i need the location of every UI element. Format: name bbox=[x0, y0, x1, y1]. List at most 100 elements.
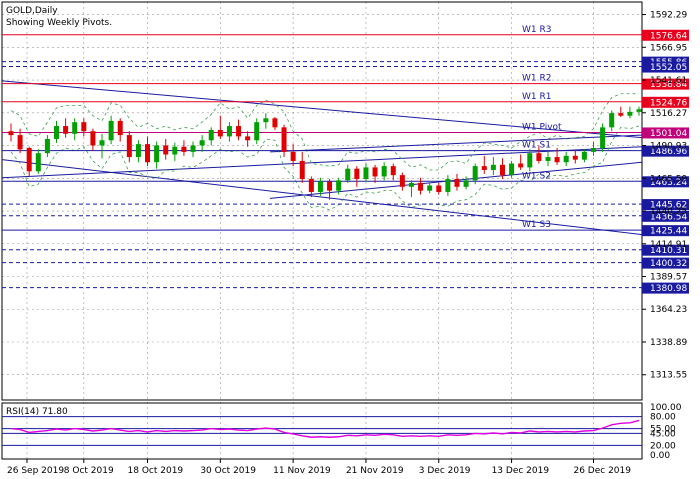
candle-body bbox=[26, 148, 32, 172]
pivot-level-name: W1 R2 bbox=[522, 74, 551, 84]
pivot-price-label: 1501.04 bbox=[650, 129, 687, 139]
rsi-line bbox=[10, 419, 640, 438]
candle-body bbox=[381, 166, 387, 177]
candle-body bbox=[126, 135, 132, 158]
price-tick-label: 1440.25 bbox=[650, 207, 687, 217]
date-tick-label: 30 Oct 2019 bbox=[200, 466, 256, 476]
pivot-price-tag bbox=[642, 127, 689, 139]
candle-body bbox=[190, 145, 196, 152]
price-tick-label: 1313.55 bbox=[650, 371, 687, 381]
candle-body bbox=[627, 111, 633, 116]
candle-body bbox=[536, 153, 542, 161]
rsi-tick-label: 45.00 bbox=[650, 429, 676, 439]
candle-body bbox=[499, 164, 505, 176]
pivot-level-name: W1 S3 bbox=[522, 220, 551, 230]
candle-body bbox=[35, 153, 41, 172]
candle-body bbox=[90, 131, 96, 146]
rsi-tick-label: 20.00 bbox=[650, 441, 676, 451]
pivot-price-tag bbox=[642, 96, 689, 108]
pivot-price-label: 1524.76 bbox=[650, 98, 687, 108]
candle-body bbox=[354, 168, 360, 180]
candle-body bbox=[399, 175, 405, 187]
pivot-price-label: 1436.54 bbox=[650, 212, 687, 222]
candle-body bbox=[281, 127, 287, 152]
candle-body bbox=[481, 166, 487, 170]
date-axis: 26 Sep 2019 8 Oct 2019 18 Oct 2019 30 Oct 2… bbox=[7, 459, 631, 476]
date-tick-label: 26 Sep 2019 bbox=[7, 466, 64, 476]
trend-line bbox=[1, 80, 643, 139]
pivot-price-tag bbox=[642, 257, 689, 269]
candle-body bbox=[472, 166, 478, 181]
candle-body bbox=[554, 157, 560, 163]
pivot-price-tag bbox=[642, 145, 689, 157]
candle-body bbox=[345, 168, 351, 181]
candle-body bbox=[145, 144, 151, 163]
candle-body bbox=[117, 120, 123, 136]
candle-body bbox=[108, 120, 114, 141]
pivot-price-tag bbox=[642, 176, 689, 188]
candle-body bbox=[172, 146, 178, 155]
candle-body bbox=[8, 131, 14, 136]
candle-body bbox=[72, 122, 78, 134]
candle-body bbox=[217, 129, 223, 137]
pivot-price-tag bbox=[642, 210, 689, 222]
candle-body bbox=[636, 109, 642, 112]
date-tick-label: 8 Oct 2019 bbox=[64, 466, 114, 476]
trend-line bbox=[269, 134, 643, 153]
candle-body bbox=[618, 113, 624, 116]
candle-body bbox=[54, 126, 60, 139]
date-tick-label: 3 Dec 2019 bbox=[419, 466, 471, 476]
candle-body bbox=[372, 167, 378, 177]
candle-body bbox=[44, 138, 50, 154]
price-tick-label: 1338.89 bbox=[650, 338, 687, 348]
candle-body bbox=[418, 182, 424, 191]
candle-body bbox=[317, 181, 323, 192]
candle-body bbox=[308, 179, 314, 192]
pivot-level-name: W1 R1 bbox=[522, 92, 551, 102]
candle-body bbox=[600, 127, 606, 149]
pivot-price-label: 1538.84 bbox=[650, 80, 687, 90]
pivot-price-tag bbox=[642, 61, 689, 73]
date-tick-label: 13 Dec 2019 bbox=[492, 466, 550, 476]
rsi-tick-label: 100.00 bbox=[650, 403, 682, 413]
pivot-price-tag bbox=[642, 244, 689, 256]
candle-body bbox=[463, 180, 469, 187]
candle-body bbox=[518, 163, 524, 168]
pivot-price-label: 1486.96 bbox=[650, 147, 687, 157]
price-tick-label: 1364.23 bbox=[650, 305, 687, 315]
pivot-price-label: 1410.31 bbox=[650, 246, 687, 256]
candle-body bbox=[445, 179, 451, 192]
candle-body bbox=[590, 148, 596, 152]
candle-body bbox=[390, 166, 396, 176]
pivot-price-tag bbox=[642, 225, 689, 237]
rsi-tick-label: 80.00 bbox=[650, 413, 676, 423]
pivot-level-name: W1 R3 bbox=[522, 25, 551, 35]
pivot-price-label: 1445.62 bbox=[650, 201, 687, 211]
candle-body bbox=[163, 145, 169, 155]
rsi-tick-label: 55.00 bbox=[650, 425, 676, 435]
candle-body bbox=[226, 126, 232, 137]
price-tick-label: 1516.27 bbox=[650, 109, 687, 119]
candle-body bbox=[509, 163, 515, 176]
candle-body bbox=[336, 180, 342, 191]
candle-body bbox=[290, 151, 296, 161]
candle-body bbox=[327, 181, 333, 191]
pivot-price-label: 1400.32 bbox=[650, 259, 687, 269]
date-tick-label: 21 Nov 2019 bbox=[346, 466, 404, 476]
candle-body bbox=[563, 155, 569, 163]
pivot-level-name: W1 S2 bbox=[522, 171, 551, 181]
pivot-price-tag bbox=[642, 29, 689, 41]
chart-symbol: GOLD,Daily bbox=[6, 6, 58, 16]
candle-body bbox=[263, 118, 269, 123]
pivot-price-label: 1380.98 bbox=[650, 284, 687, 294]
candle-body bbox=[81, 122, 87, 132]
candle-body bbox=[199, 140, 205, 146]
envelope-upper bbox=[10, 93, 639, 171]
candle-body bbox=[545, 157, 551, 161]
candle-body bbox=[272, 118, 278, 128]
price-tick-label: 1490.93 bbox=[650, 142, 687, 152]
candle-body bbox=[299, 160, 305, 180]
date-tick-label: 18 Oct 2019 bbox=[128, 466, 184, 476]
